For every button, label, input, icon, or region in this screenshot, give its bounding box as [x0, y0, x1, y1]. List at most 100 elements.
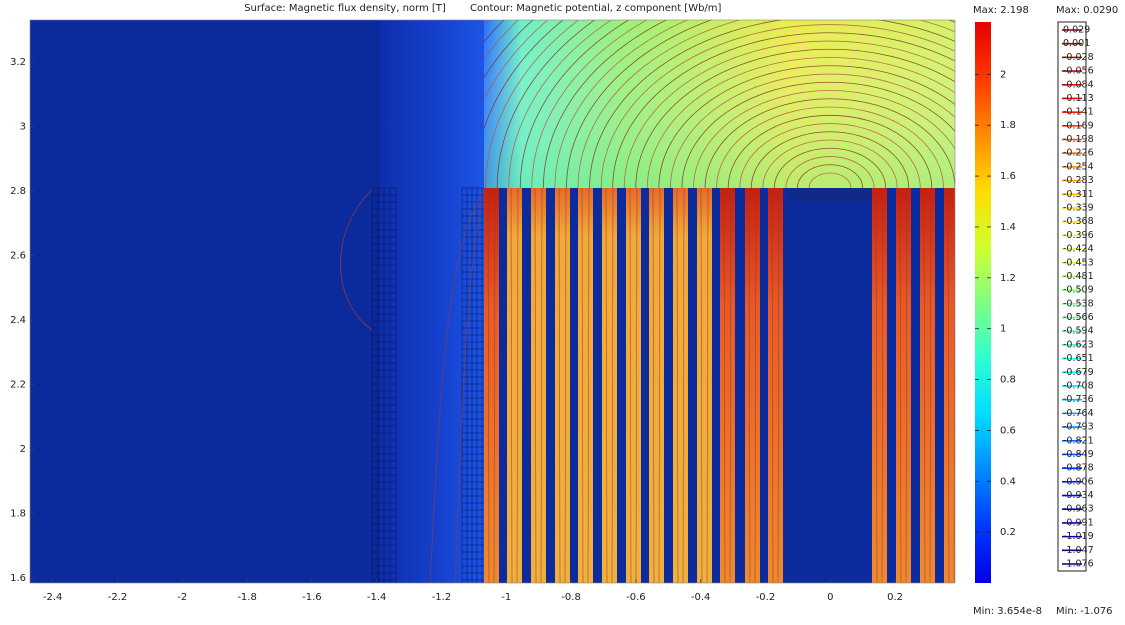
contour-level-label: -0.509	[1063, 285, 1094, 296]
contour-level-label: -0.594	[1063, 326, 1094, 337]
surface-title: Surface: Magnetic flux density, norm [T]	[244, 3, 446, 14]
contour-level-label: 0.029	[1063, 25, 1090, 36]
contour-level-label: -0.198	[1063, 134, 1094, 145]
contour-level-label: -1.047	[1063, 545, 1094, 556]
conductor-bar	[507, 188, 522, 583]
conductor-bar	[720, 188, 735, 583]
y-tick-label: 2.4	[10, 315, 26, 326]
x-tick-label: -1.6	[302, 592, 322, 603]
contour-level-label: -0.226	[1063, 148, 1094, 159]
contour-level-label: -0.963	[1063, 504, 1094, 515]
conductor-bar	[872, 188, 887, 583]
contour-level-label: -1.019	[1063, 531, 1094, 542]
conductor-bar	[531, 188, 546, 583]
contour-legend-box	[1058, 22, 1086, 571]
colorbar-tick-label: 1.8	[1000, 120, 1016, 131]
contour-level-label: -0.283	[1063, 175, 1094, 186]
conductor-bar	[920, 188, 935, 583]
colorbar-tick-label: 0.8	[1000, 375, 1016, 386]
colorbar-tick-label: 1.4	[1000, 222, 1016, 233]
y-tick-label: 2.6	[10, 251, 26, 262]
leakage-region	[380, 20, 484, 583]
contour-level-label: -0.736	[1063, 394, 1094, 405]
contour-level-label: -0.056	[1063, 66, 1094, 77]
contour-level-label: -0.934	[1063, 490, 1094, 501]
x-tick-label: 0	[827, 592, 833, 603]
conductor-bar	[626, 188, 641, 583]
contour-level-label: -0.623	[1063, 339, 1094, 350]
mesh-block	[790, 188, 872, 202]
contour-legend-max: Max: 0.0290	[1056, 5, 1118, 16]
contour-level-label: -0.254	[1063, 161, 1094, 172]
contour-legend-min: Min: -1.076	[1056, 606, 1113, 617]
colorbar-tick-label: 1.6	[1000, 171, 1016, 182]
y-tick-label: 3	[20, 121, 26, 132]
y-tick-label: 1.8	[10, 509, 26, 520]
contour-level-label: -0.339	[1063, 203, 1094, 214]
contour-level-label: -0.679	[1063, 367, 1094, 378]
x-tick-label: -0.4	[691, 592, 711, 603]
contour-title: Contour: Magnetic potential, z component…	[470, 3, 722, 14]
x-tick-label: -1.8	[237, 592, 257, 603]
contour-level-label: -0.849	[1063, 449, 1094, 460]
conductor-bar	[673, 188, 688, 583]
contour-level-label: -0.084	[1063, 79, 1094, 90]
contour-level-label: -0.424	[1063, 244, 1094, 255]
contour-level-label: -1.076	[1063, 559, 1094, 570]
conductor-bar	[745, 188, 760, 583]
x-tick-label: -1	[501, 592, 511, 603]
contour-level-label: -0.538	[1063, 298, 1094, 309]
x-tick-label: -1.4	[367, 592, 387, 603]
conductor-bar	[555, 188, 570, 583]
contour-level-label: -0.453	[1063, 257, 1094, 268]
colorbar-tick-label: 0.6	[1000, 425, 1016, 436]
colorbar-tick-label: 0.2	[1000, 527, 1016, 538]
colorbar-tick-label: 1.2	[1000, 273, 1016, 284]
y-tick-label: 2.2	[10, 380, 26, 391]
colorbar-max: Max: 2.198	[973, 5, 1029, 16]
contour-level-label: -0.708	[1063, 381, 1094, 392]
conductor-bar	[649, 188, 664, 583]
contour-level-label: -0.821	[1063, 435, 1094, 446]
y-tick-label: 2.8	[10, 186, 26, 197]
y-tick-label: 3.2	[10, 57, 26, 68]
conductor-bar	[896, 188, 911, 583]
colorbar-tick-label: 0.4	[1000, 476, 1016, 487]
contour-level-label: -0.878	[1063, 463, 1094, 474]
surface	[30, 0, 1125, 583]
colorbar	[975, 22, 991, 583]
contour-level-label: -0.906	[1063, 476, 1094, 487]
conductor-bar	[578, 188, 593, 583]
conductor-bar	[484, 188, 499, 583]
x-tick-label: -0.2	[756, 592, 776, 603]
contour-level-label: -0.793	[1063, 422, 1094, 433]
x-tick-label: -1.2	[432, 592, 452, 603]
contour-level-label: -0.113	[1063, 93, 1094, 104]
contour-level-label: -0.396	[1063, 230, 1094, 241]
x-tick-label: -0.8	[561, 592, 581, 603]
contour-level-label: -0.991	[1063, 517, 1094, 528]
conductor-bar	[768, 188, 783, 583]
x-tick-label: -2	[177, 592, 187, 603]
colorbar-tick-label: 2	[1000, 69, 1006, 80]
y-tick-label: 2	[20, 444, 26, 455]
conductor-bar	[697, 188, 712, 583]
contour-level-label: -0.028	[1063, 52, 1094, 63]
contour-level-label: -0.651	[1063, 353, 1094, 364]
x-tick-label: -0.6	[626, 592, 646, 603]
x-tick-label: -2.4	[43, 592, 63, 603]
contour-level-label: 0.001	[1063, 38, 1090, 49]
colorbar-tick-label: 1	[1000, 324, 1006, 335]
y-tick-label: 1.6	[10, 573, 26, 584]
contour-level-label: -0.566	[1063, 312, 1094, 323]
contour-level-label: -0.481	[1063, 271, 1094, 282]
contour-level-label: -0.368	[1063, 216, 1094, 227]
contour-level-label: -0.169	[1063, 120, 1094, 131]
x-tick-label: 0.2	[887, 592, 903, 603]
colorbar-min: Min: 3.654e-8	[973, 606, 1042, 617]
conductor-bar	[602, 188, 617, 583]
contour-level-label: -0.141	[1063, 107, 1094, 118]
contour-level-label: -0.764	[1063, 408, 1094, 419]
